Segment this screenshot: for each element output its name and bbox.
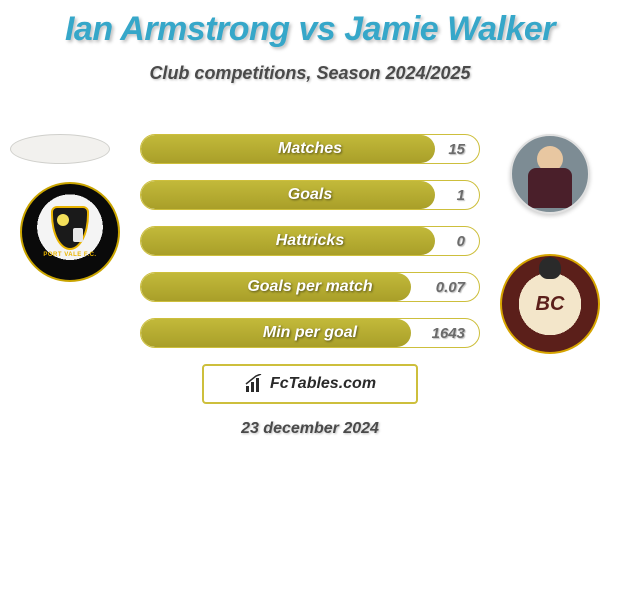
stat-label: Min per goal bbox=[141, 319, 479, 347]
brand-text: FcTables.com bbox=[270, 375, 376, 393]
stat-row-goals: Goals 1 bbox=[140, 180, 480, 210]
player-left-avatar bbox=[10, 134, 110, 164]
stat-label: Goals per match bbox=[141, 273, 479, 301]
stats-block: Matches 15 Goals 1 Hattricks 0 Goals per… bbox=[140, 134, 480, 364]
badge-right-abbrev: BC bbox=[529, 279, 571, 329]
stat-row-matches: Matches 15 bbox=[140, 134, 480, 164]
subtitle: Club competitions, Season 2024/2025 bbox=[0, 63, 620, 84]
club-badge-right: BC bbox=[500, 254, 600, 354]
badge-left-label: PORT VALE F.C. bbox=[43, 252, 96, 258]
stat-row-hattricks: Hattricks 0 bbox=[140, 226, 480, 256]
stat-row-goals-per-match: Goals per match 0.07 bbox=[140, 272, 480, 302]
stat-label: Hattricks bbox=[141, 227, 479, 255]
stat-label: Goals bbox=[141, 181, 479, 209]
page-title: Ian Armstrong vs Jamie Walker bbox=[0, 10, 620, 49]
stat-label: Matches bbox=[141, 135, 479, 163]
brand-box[interactable]: FcTables.com bbox=[202, 364, 418, 404]
stat-value-right: 1 bbox=[457, 181, 465, 209]
stat-value-right: 0 bbox=[457, 227, 465, 255]
stat-value-right: 1643 bbox=[432, 319, 465, 347]
stat-value-right: 0.07 bbox=[436, 273, 465, 301]
club-badge-left: PORT VALE F.C. bbox=[20, 182, 120, 282]
stat-value-right: 15 bbox=[448, 135, 465, 163]
date-line: 23 december 2024 bbox=[0, 420, 620, 438]
stat-row-min-per-goal: Min per goal 1643 bbox=[140, 318, 480, 348]
bar-chart-icon bbox=[244, 374, 264, 394]
player-right-avatar bbox=[510, 134, 590, 214]
shield-icon bbox=[51, 206, 89, 250]
